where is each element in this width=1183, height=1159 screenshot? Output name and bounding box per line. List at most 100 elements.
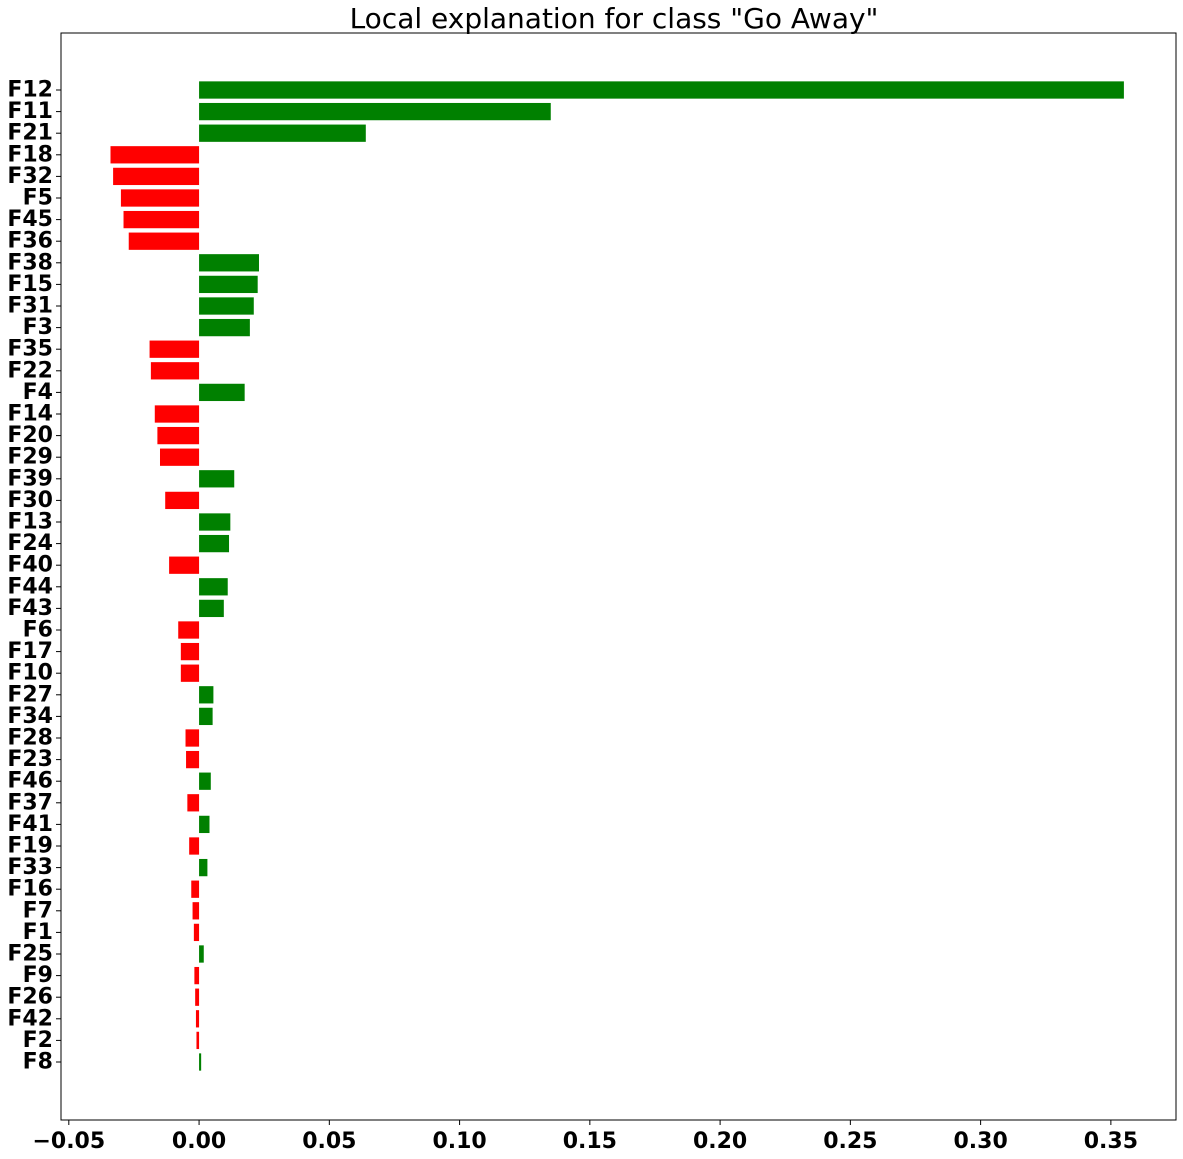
category-label: F18 bbox=[7, 142, 53, 167]
bar-f2 bbox=[196, 1031, 200, 1050]
category-label: F28 bbox=[7, 726, 53, 751]
bar-f41 bbox=[199, 815, 210, 834]
category-label: F2 bbox=[23, 1028, 53, 1053]
bar-f32 bbox=[113, 167, 200, 186]
bar-f16 bbox=[191, 880, 200, 898]
category-label: F5 bbox=[23, 186, 53, 211]
bar-f7 bbox=[192, 902, 200, 920]
bar-f9 bbox=[194, 966, 200, 985]
category-label: F31 bbox=[7, 294, 53, 319]
bar-f44 bbox=[199, 578, 228, 596]
bar-f28 bbox=[185, 729, 200, 747]
category-label: F16 bbox=[7, 877, 53, 902]
category-label: F27 bbox=[7, 682, 53, 707]
bar-f42 bbox=[195, 1010, 200, 1028]
bar-f30 bbox=[165, 491, 200, 510]
chart-title: Local explanation for class "Go Away" bbox=[350, 2, 879, 35]
category-label: F20 bbox=[7, 423, 53, 448]
category-label: F39 bbox=[7, 466, 53, 491]
bar-f23 bbox=[186, 750, 200, 769]
category-label: F1 bbox=[23, 920, 53, 945]
x-tick-label: 0.30 bbox=[953, 1129, 1007, 1154]
category-label: F7 bbox=[23, 898, 53, 923]
category-label: F46 bbox=[7, 769, 53, 794]
bar-f31 bbox=[199, 297, 254, 315]
category-labels: F12F11F21F18F32F5F45F36F38F15F31F3F35F22… bbox=[7, 78, 61, 1075]
category-label: F19 bbox=[7, 834, 53, 859]
bar-f43 bbox=[199, 599, 224, 618]
bar-f13 bbox=[199, 513, 231, 531]
bar-f45 bbox=[123, 210, 200, 229]
bar-f17 bbox=[180, 642, 200, 661]
bar-f22 bbox=[150, 362, 200, 380]
category-label: F33 bbox=[7, 855, 53, 880]
bar-f37 bbox=[187, 794, 200, 812]
bar-f34 bbox=[199, 707, 213, 726]
category-label: F12 bbox=[7, 78, 53, 103]
category-label: F25 bbox=[7, 942, 53, 967]
x-axis-ticks: −0.05 0.00 0.05 0.10 0.15 0.20 0.25 0.30 0.35 bbox=[32, 1120, 1138, 1154]
bar-f12 bbox=[199, 81, 1124, 99]
category-label: F22 bbox=[7, 358, 53, 383]
bar-f8 bbox=[199, 1053, 202, 1071]
bar-f19 bbox=[189, 837, 200, 855]
category-label: F41 bbox=[7, 812, 53, 837]
x-tick-label: 0.20 bbox=[693, 1129, 747, 1154]
bar-f39 bbox=[199, 470, 235, 488]
category-label: F40 bbox=[7, 553, 53, 578]
category-label: F45 bbox=[7, 207, 53, 232]
bars bbox=[110, 81, 1124, 1071]
category-label: F17 bbox=[7, 639, 53, 664]
bar-f29 bbox=[159, 448, 200, 466]
bar-f14 bbox=[154, 405, 200, 423]
category-label: F9 bbox=[23, 963, 53, 988]
bar-f26 bbox=[195, 988, 200, 1006]
category-label: F37 bbox=[7, 790, 53, 815]
category-label: F30 bbox=[7, 488, 53, 513]
bar-f1 bbox=[193, 923, 200, 942]
category-label: F29 bbox=[7, 445, 53, 470]
bar-f20 bbox=[157, 426, 200, 445]
category-label: F35 bbox=[7, 337, 53, 362]
category-label: F34 bbox=[7, 704, 53, 729]
category-label: F42 bbox=[7, 1006, 53, 1031]
x-tick-label: 0.10 bbox=[432, 1129, 486, 1154]
bar-f27 bbox=[199, 686, 214, 704]
category-label: F14 bbox=[7, 402, 53, 427]
bar-f10 bbox=[180, 664, 200, 682]
bar-f40 bbox=[169, 556, 200, 574]
category-label: F38 bbox=[7, 250, 53, 275]
bar-f46 bbox=[199, 772, 211, 790]
category-label: F36 bbox=[7, 229, 53, 254]
category-label: F26 bbox=[7, 985, 53, 1010]
plot-frame bbox=[60, 32, 1177, 1121]
bar-f35 bbox=[149, 340, 200, 358]
category-label: F43 bbox=[7, 596, 53, 621]
bar-f5 bbox=[120, 189, 200, 207]
category-label: F23 bbox=[7, 747, 53, 772]
bar-f3 bbox=[199, 318, 250, 337]
bar-f11 bbox=[199, 102, 551, 121]
x-tick-label: 0.15 bbox=[563, 1129, 617, 1154]
category-label: F11 bbox=[7, 99, 53, 124]
category-label: F13 bbox=[7, 510, 53, 535]
x-tick-label: 0.05 bbox=[302, 1129, 356, 1154]
bar-f38 bbox=[199, 254, 259, 272]
category-label: F21 bbox=[7, 121, 53, 146]
category-label: F15 bbox=[7, 272, 53, 297]
x-tick-label: 0.25 bbox=[823, 1129, 877, 1154]
bar-f24 bbox=[199, 534, 230, 553]
category-label: F3 bbox=[23, 315, 53, 340]
category-label: F8 bbox=[23, 1050, 53, 1075]
bar-f15 bbox=[199, 275, 258, 294]
x-tick-label: 0.00 bbox=[172, 1129, 226, 1154]
bar-f4 bbox=[199, 383, 245, 402]
bar-f21 bbox=[199, 124, 366, 142]
x-tick-label: −0.05 bbox=[32, 1129, 105, 1154]
bar-f25 bbox=[199, 945, 204, 963]
bar-f33 bbox=[199, 858, 208, 877]
category-label: F32 bbox=[7, 164, 53, 189]
bar-f36 bbox=[128, 232, 200, 250]
